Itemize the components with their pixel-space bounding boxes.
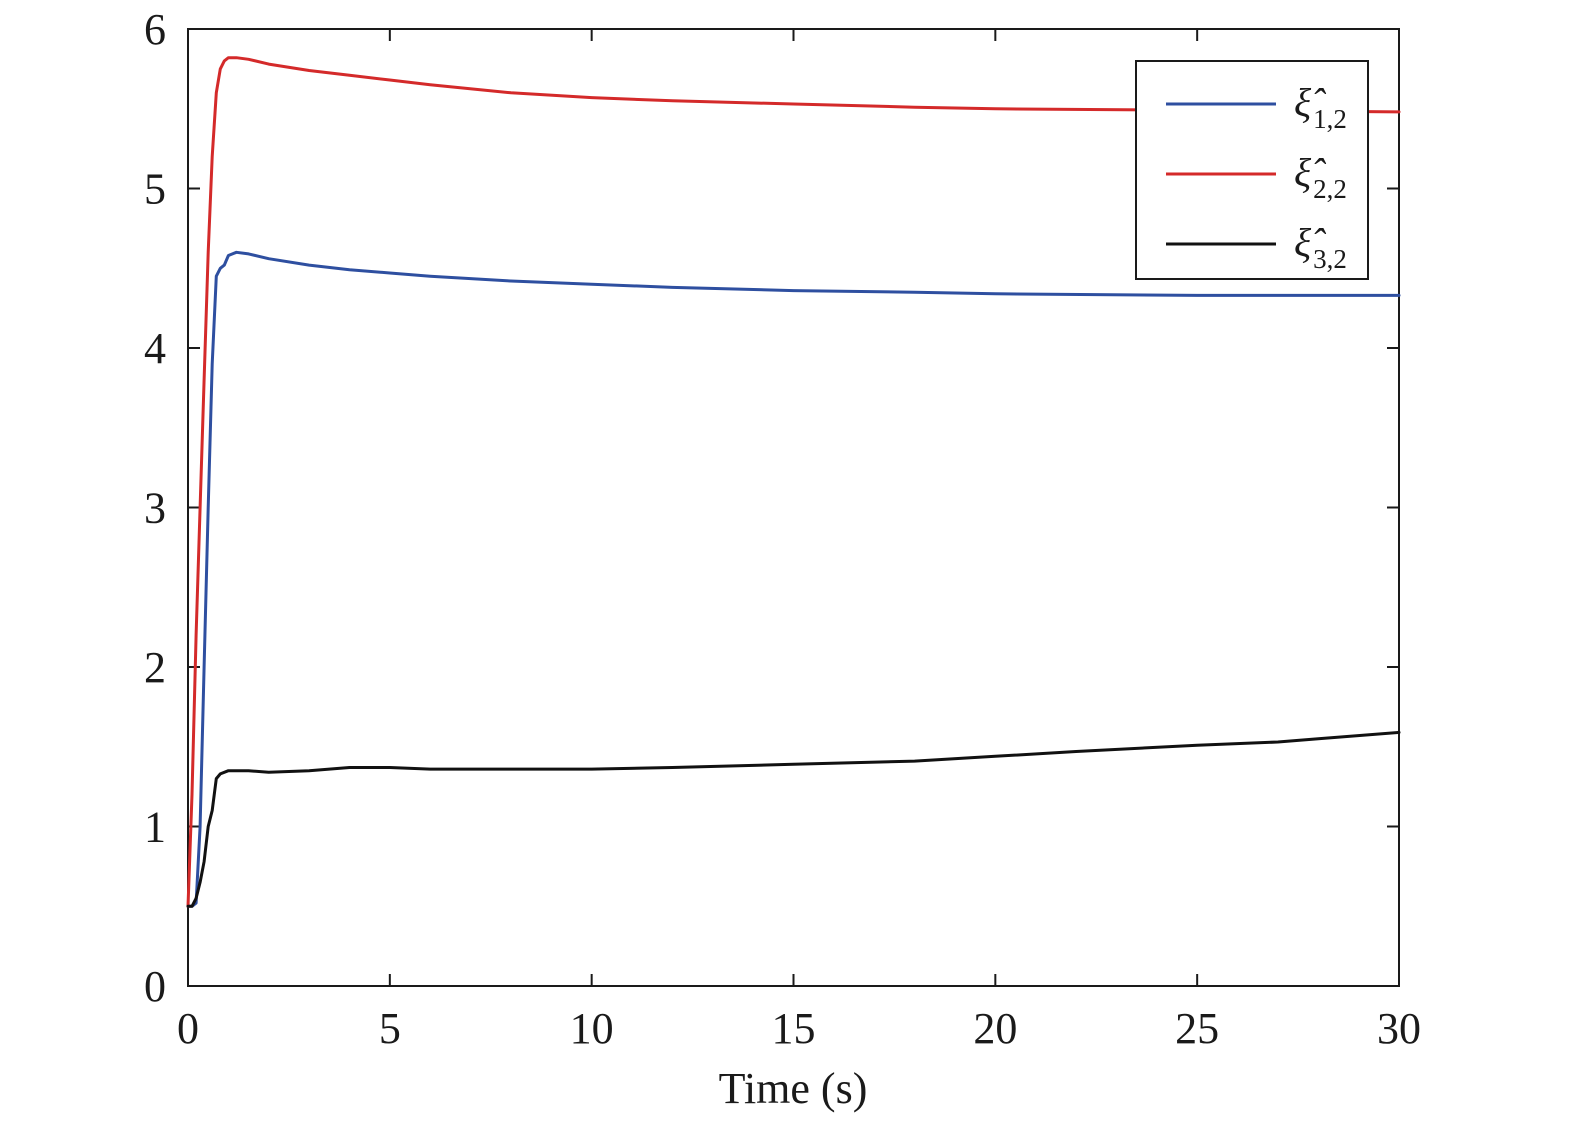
series-layer xyxy=(186,56,1401,908)
x-tick-label: 20 xyxy=(973,1004,1017,1053)
legend: ξ̂1,2ξ̂2,2ξ̂3,2 xyxy=(1135,60,1369,280)
y-tick-label: 4 xyxy=(144,324,166,373)
x-axis-label: Time (s) xyxy=(719,1064,868,1113)
series-line-2 xyxy=(186,56,1401,908)
y-tick-label: 6 xyxy=(144,5,166,54)
series-line-3 xyxy=(186,730,1401,908)
series-line-1 xyxy=(186,250,1401,908)
y-tick-label: 1 xyxy=(144,803,166,852)
x-tick-label: 5 xyxy=(379,1004,401,1053)
y-tick-label: 3 xyxy=(144,484,166,533)
x-tick-label: 10 xyxy=(570,1004,614,1053)
y-tick-label: 5 xyxy=(144,165,166,214)
x-tick-label: 0 xyxy=(177,1004,199,1053)
tick-labels: 0 5 10 15 20 25 30 0 1 2 3 4 5 6 xyxy=(144,5,1421,1053)
y-tick-label: 0 xyxy=(144,962,166,1011)
x-tick-label: 25 xyxy=(1175,1004,1219,1053)
x-tick-label: 30 xyxy=(1377,1004,1421,1053)
x-tick-label: 15 xyxy=(772,1004,816,1053)
y-tick-label: 2 xyxy=(144,643,166,692)
